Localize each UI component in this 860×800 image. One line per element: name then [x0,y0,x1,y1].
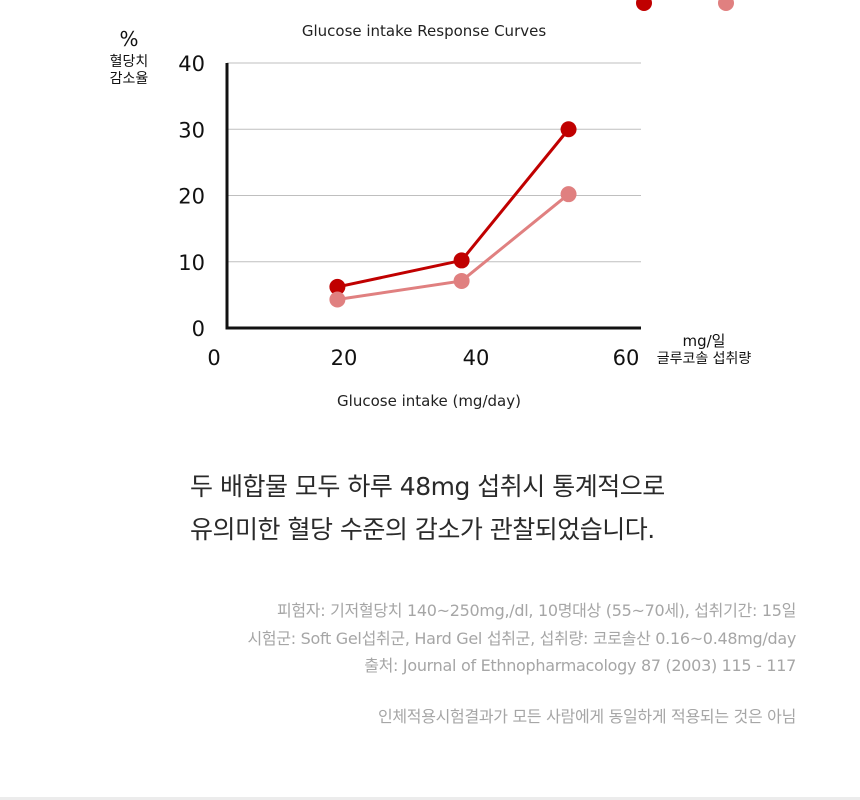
y-tick-10: 10 [178,251,205,275]
series-group [329,121,577,308]
series-1-point-1 [329,278,346,295]
notes-test-groups: 시험군: Soft Gel섭취군, Hard Gel 섭취군, 섭취량: 코로솔… [247,628,796,648]
series-2-point-3 [560,186,577,203]
study-notes: 피험자: 기저혈당치 140~250mg,/dl, 10명대상 (55~70세)… [156,597,796,680]
series-2-line [337,193,570,301]
series-2-point-2 [453,272,470,289]
disclaimer: 인체적용시험결과가 모든 사람에게 동일하게 적용되는 것은 아님 [377,707,796,726]
axes [225,63,641,330]
x-axis-label: Glucose intake (mg/day) [337,392,521,410]
y-tick-30: 30 [178,118,205,142]
bottom-divider [0,797,860,800]
y-unit-line2: 감소율 [110,71,149,87]
headline-line-1: 두 배합물 모두 하루 48mg 섭취시 통계적으로 [190,472,665,501]
y-tick-40: 40 [178,52,205,76]
notes-source: 출처: Journal of Ethnopharmacology 87 (200… [364,656,796,675]
series-1-point-3 [560,121,577,138]
notes-subjects: 피험자: 기저혈당치 140~250mg,/dl, 10명대상 (55~70세)… [276,601,796,620]
y-tick-0: 0 [192,317,205,341]
x-tick-0: 0 [207,346,220,370]
grid [227,62,641,263]
series-1-point-2 [453,252,470,269]
x-tick-20: 20 [331,346,358,370]
y-unit-label: % 혈당치 감소율 [110,27,149,87]
legend-marker-2 [718,0,734,11]
x-tick-60: 60 [613,346,640,370]
x-tick-40: 40 [463,346,490,370]
chart-title: Glucose intake Response Curves [302,22,546,40]
legend-markers [636,0,734,11]
chart: Glucose intake Response Curves % 혈당치 감소율… [110,0,752,410]
x-unit-label: mg/일 글루코솔 섭취량 [657,332,752,367]
y-unit-line1: 혈당치 [110,54,149,70]
x-unit-line1: mg/일 [683,332,726,350]
series-1-line [337,128,570,289]
x-tick-labels: 0 20 40 60 [207,346,639,370]
headline-line-2: 유의미한 혈당 수준의 감소가 관찰되었습니다. [190,515,655,544]
legend-marker-1 [636,0,652,11]
y-tick-labels: 0 10 20 30 40 [178,52,205,341]
y-unit-percent: % [119,27,138,51]
headline: 두 배합물 모두 하루 48mg 섭취시 통계적으로 유의미한 혈당 수준의 감… [190,465,830,551]
series-2-point-1 [329,291,346,308]
y-tick-20: 20 [178,185,205,209]
x-unit-line2: 글루코솔 섭취량 [657,351,752,367]
